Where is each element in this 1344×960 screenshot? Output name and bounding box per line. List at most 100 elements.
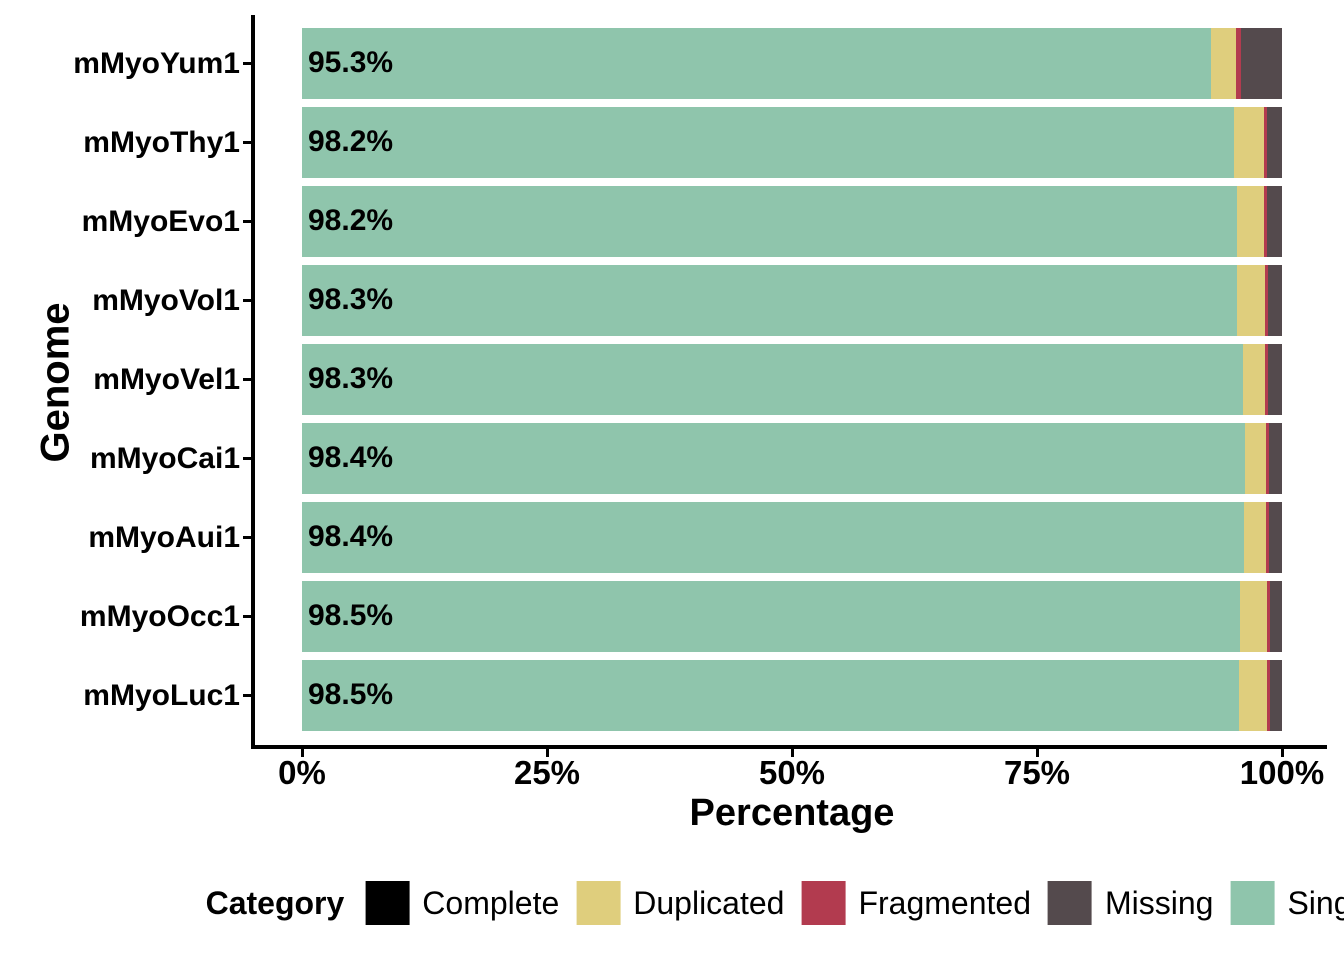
bar-segment-fragmented: [1235, 28, 1241, 99]
bar-row: [302, 581, 1282, 652]
y-tick-label: mMyoVel1: [93, 362, 240, 396]
y-tick-mark: [243, 299, 251, 302]
x-tick-mark: [300, 749, 304, 757]
legend-item-fragmented: Fragmented: [801, 881, 1031, 925]
x-tick-mark: [790, 749, 794, 757]
bar-row: [302, 344, 1282, 415]
y-tick-mark: [243, 615, 251, 618]
bar-segment-duplicated: [1244, 423, 1267, 494]
bar-segment-single: [302, 344, 1243, 415]
legend-label: Missing: [1104, 884, 1214, 921]
bar-value-label: 98.2%: [308, 204, 394, 238]
bar-segment-single: [302, 28, 1212, 99]
legend-swatch-fragmented: [801, 881, 846, 925]
x-tick-label: 50%: [758, 754, 826, 791]
x-axis-title: Percentage: [689, 792, 895, 834]
bar-row: [302, 423, 1282, 494]
bar-row: [302, 660, 1282, 731]
bar-segment-fragmented: [1265, 344, 1269, 415]
x-tick-mark: [1035, 749, 1039, 757]
y-tick-mark: [243, 141, 251, 144]
bar-segment-duplicated: [1236, 186, 1265, 257]
bar-row: [302, 107, 1282, 178]
y-tick-mark: [243, 457, 251, 460]
x-tick-label: 0%: [278, 754, 326, 791]
x-tick-label: 75%: [1003, 754, 1071, 791]
legend-swatch-complete: [365, 881, 410, 925]
legend-swatch-missing: [1047, 881, 1092, 925]
y-tick-label: mMyoVol1: [92, 283, 240, 317]
y-tick-mark: [243, 378, 251, 381]
x-axis-line: [251, 745, 1327, 749]
y-tick-label: mMyoLuc1: [83, 678, 240, 712]
y-tick-label: mMyoEvo1: [81, 204, 240, 238]
y-tick-label: mMyoAui1: [88, 520, 240, 554]
legend: Category Complete Duplicated Fragmented Miss…: [206, 881, 1344, 925]
bar-value-label: 98.5%: [308, 599, 394, 633]
bar-segment-missing: [1240, 28, 1282, 99]
bar-segment-fragmented: [1267, 581, 1271, 652]
bar-segment-fragmented: [1267, 660, 1271, 731]
y-tick-label: mMyoOcc1: [79, 599, 240, 633]
bar-row: [302, 28, 1282, 99]
bar-segment-missing: [1268, 344, 1282, 415]
bar-segment-duplicated: [1242, 344, 1266, 415]
legend-item-single: Single: [1230, 881, 1344, 925]
bar-value-label: 98.3%: [308, 362, 394, 396]
bar-segment-fragmented: [1264, 107, 1268, 178]
bar-segment-duplicated: [1238, 660, 1268, 731]
bar-segment-duplicated: [1243, 502, 1267, 573]
bar-segment-duplicated: [1236, 265, 1266, 336]
legend-item-duplicated: Duplicated: [576, 881, 784, 925]
bar-segment-missing: [1270, 581, 1282, 652]
x-tick-mark: [1280, 749, 1284, 757]
legend-title: Category: [205, 884, 345, 921]
bar-row: [302, 502, 1282, 573]
y-tick-mark: [243, 536, 251, 539]
x-tick-mark: [545, 749, 549, 757]
bar-segment-single: [302, 581, 1240, 652]
x-tick-label: 100%: [1239, 754, 1325, 791]
bar-value-label: 98.4%: [308, 441, 394, 475]
y-tick-label: mMyoYum1: [73, 46, 240, 80]
bar-segment-fragmented: [1266, 423, 1270, 494]
legend-label: Complete: [422, 884, 560, 921]
bar-segment-missing: [1267, 186, 1282, 257]
bar-segment-missing: [1269, 502, 1282, 573]
y-tick-label: mMyoCai1: [89, 441, 240, 475]
y-tick-mark: [243, 62, 251, 65]
bar-segment-fragmented: [1266, 502, 1270, 573]
legend-item-missing: Missing: [1047, 881, 1214, 925]
legend-label: Duplicated: [633, 884, 785, 921]
bar-segment-single: [302, 660, 1239, 731]
bar-segment-missing: [1267, 107, 1282, 178]
legend-item-complete: Complete: [365, 881, 559, 925]
bar-segment-single: [302, 107, 1234, 178]
bar-segment-missing: [1269, 423, 1282, 494]
bar-segment-missing: [1270, 660, 1282, 731]
bar-segment-fragmented: [1265, 265, 1269, 336]
bar-segment-fragmented: [1264, 186, 1268, 257]
bar-segment-duplicated: [1239, 581, 1268, 652]
bar-segment-duplicated: [1233, 107, 1265, 178]
y-axis-line: [251, 15, 255, 749]
bar-row: [302, 265, 1282, 336]
legend-label: Single: [1287, 884, 1344, 921]
y-tick-mark: [243, 220, 251, 223]
legend-label: Fragmented: [858, 884, 1031, 921]
bar-value-label: 98.5%: [308, 678, 394, 712]
bar-segment-duplicated: [1211, 28, 1236, 99]
bar-value-label: 98.3%: [308, 283, 394, 317]
bar-segment-single: [302, 265, 1237, 336]
bar-segment-missing: [1268, 265, 1282, 336]
y-tick-mark: [243, 694, 251, 697]
bar-segment-single: [302, 423, 1245, 494]
bar-row: [302, 186, 1282, 257]
bar-segment-single: [302, 186, 1237, 257]
legend-swatch-duplicated: [576, 881, 621, 925]
bar-segment-single: [302, 502, 1244, 573]
x-tick-label: 25%: [513, 754, 581, 791]
y-tick-label: mMyoThy1: [83, 125, 240, 159]
bar-value-label: 95.3%: [308, 46, 394, 80]
